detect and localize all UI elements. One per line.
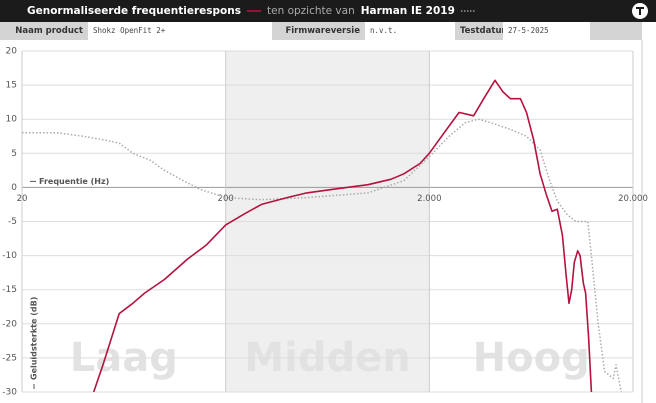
chart-title: Genormaliseerde frequentierespons	[27, 5, 241, 17]
y-tick-label: -5	[8, 217, 17, 227]
y-tick-label: 0	[11, 183, 17, 193]
comparison-text: ten opzichte van	[267, 5, 355, 17]
y-tick-label: 5	[11, 149, 17, 159]
y-tick-label: -15	[2, 285, 17, 295]
info-label: Naam product	[0, 22, 88, 40]
x-axis-label: Frequentie (Hz)	[39, 177, 109, 186]
x-tick-label: 20.000	[618, 194, 648, 204]
y-tick-label: -30	[2, 388, 17, 398]
series-line	[92, 79, 593, 392]
legend-swatch	[460, 10, 475, 12]
info-value: n.v.t.	[365, 22, 455, 40]
chart: Laag Midden Hoog-30-25-20-15-10-5051015202…	[0, 40, 656, 403]
x-tick-label: 20	[17, 194, 28, 204]
y-axis-label: Geluidsterkte (dB)	[30, 297, 39, 380]
logo	[632, 3, 648, 19]
info-value: Shokz OpenFit 2+	[88, 22, 272, 40]
y-tick-label: -10	[2, 251, 17, 261]
legend-swatch	[247, 10, 261, 12]
series-line	[22, 118, 622, 392]
info-label: Testdatum	[455, 22, 510, 40]
info-label: Firmwareversie	[272, 22, 365, 40]
info-label	[590, 22, 642, 40]
info-bar: Naam product Shokz OpenFit 2+ Firmwareve…	[0, 22, 656, 40]
y-tick-label: 20	[6, 47, 18, 57]
y-tick-label: -25	[2, 353, 17, 363]
header: Genormaliseerde frequentierespons ten op…	[0, 0, 656, 22]
legend-label: Harman IE 2019	[360, 5, 455, 17]
info-value: 27-5-2025	[503, 22, 590, 40]
y-tick-label: 15	[6, 81, 17, 91]
x-tick-label: 2.000	[417, 194, 441, 204]
x-tick-label: 200	[218, 194, 234, 204]
y-tick-label: 10	[6, 115, 18, 125]
y-tick-label: -20	[2, 319, 17, 329]
